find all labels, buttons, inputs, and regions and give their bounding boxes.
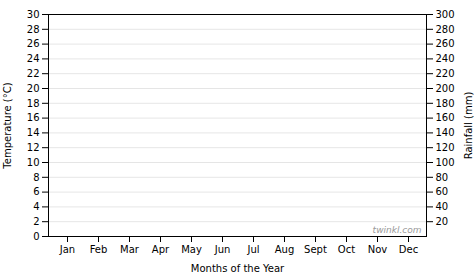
svg-text:Jun: Jun xyxy=(214,244,231,255)
svg-text:10: 10 xyxy=(27,157,40,168)
svg-text:12: 12 xyxy=(27,142,40,153)
svg-text:120: 120 xyxy=(436,142,455,153)
svg-text:2: 2 xyxy=(33,216,39,227)
svg-text:240: 240 xyxy=(436,53,455,64)
svg-text:20: 20 xyxy=(436,216,449,227)
svg-text:twinkl.com: twinkl.com xyxy=(373,225,422,235)
svg-text:40: 40 xyxy=(436,201,449,212)
svg-text:260: 260 xyxy=(436,38,455,49)
svg-text:Nov: Nov xyxy=(368,244,388,255)
svg-text:200: 200 xyxy=(436,83,455,94)
svg-text:14: 14 xyxy=(27,127,40,138)
svg-text:28: 28 xyxy=(27,24,40,35)
svg-text:8: 8 xyxy=(33,172,39,183)
svg-text:Temperature (°C): Temperature (°C) xyxy=(2,82,13,169)
svg-text:160: 160 xyxy=(436,112,455,123)
svg-text:26: 26 xyxy=(27,38,40,49)
svg-text:Jan: Jan xyxy=(59,244,75,255)
svg-text:Jul: Jul xyxy=(246,244,259,255)
svg-text:220: 220 xyxy=(436,68,455,79)
svg-text:Feb: Feb xyxy=(90,244,108,255)
svg-text:Aug: Aug xyxy=(275,244,295,255)
svg-text:Mar: Mar xyxy=(120,244,140,255)
svg-text:4: 4 xyxy=(33,201,39,212)
svg-text:280: 280 xyxy=(436,24,455,35)
svg-text:Rainfall (mm): Rainfall (mm) xyxy=(463,92,474,160)
svg-text:24: 24 xyxy=(27,53,40,64)
svg-text:60: 60 xyxy=(436,186,449,197)
svg-text:Apr: Apr xyxy=(152,244,170,255)
svg-text:Oct: Oct xyxy=(338,244,355,255)
svg-text:100: 100 xyxy=(436,157,455,168)
svg-text:0: 0 xyxy=(33,231,39,242)
svg-text:140: 140 xyxy=(436,127,455,138)
svg-text:30: 30 xyxy=(27,9,40,20)
svg-text:Months of the Year: Months of the Year xyxy=(191,263,285,274)
svg-text:300: 300 xyxy=(436,9,455,20)
svg-text:May: May xyxy=(181,244,202,255)
svg-text:80: 80 xyxy=(436,172,449,183)
svg-text:6: 6 xyxy=(33,186,39,197)
svg-text:Sept: Sept xyxy=(304,244,327,255)
svg-text:22: 22 xyxy=(27,68,40,79)
svg-text:20: 20 xyxy=(27,83,40,94)
svg-text:180: 180 xyxy=(436,98,455,109)
svg-text:Dec: Dec xyxy=(399,244,418,255)
svg-text:16: 16 xyxy=(27,112,40,123)
svg-text:18: 18 xyxy=(27,98,40,109)
